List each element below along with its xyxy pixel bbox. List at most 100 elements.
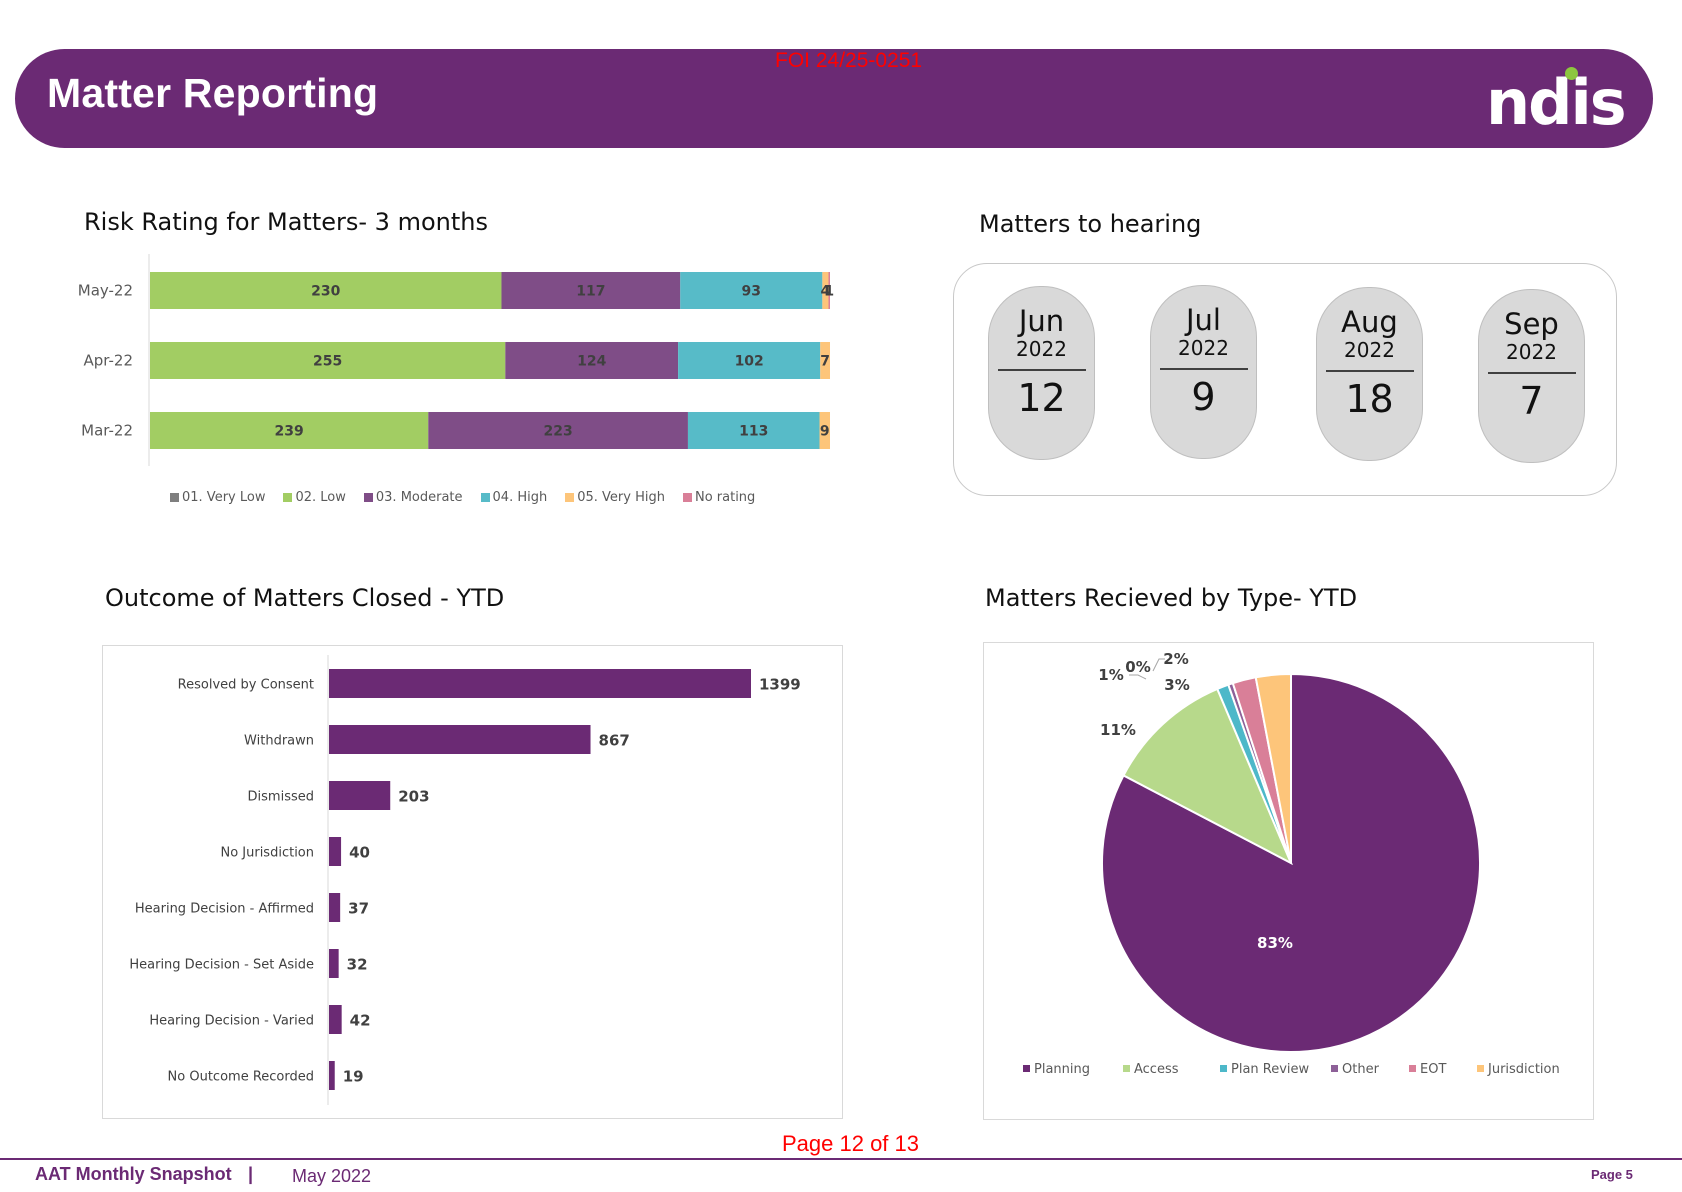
page-of-stamp: Page 12 of 13 bbox=[782, 1131, 920, 1156]
pie-legend-swatch-icon bbox=[1477, 1065, 1484, 1072]
hearing-title: Matters to hearing bbox=[979, 210, 1202, 238]
pie-value-label: 2% bbox=[1163, 650, 1188, 668]
outcome-bar bbox=[329, 1005, 342, 1034]
risk-legend-item: 01. Very Low bbox=[170, 490, 265, 505]
risk-segment-value: 124 bbox=[577, 354, 606, 370]
header-banner bbox=[15, 49, 1653, 148]
pie-legend-label: Access bbox=[1134, 1062, 1179, 1077]
pie-value-label: 83% bbox=[1257, 934, 1293, 952]
legend-swatch-icon bbox=[363, 493, 373, 502]
risk-chart-title: Risk Rating for Matters- 3 months bbox=[84, 208, 488, 236]
outcome-value-label: 867 bbox=[599, 732, 630, 750]
pie-leader-line bbox=[1152, 658, 1165, 672]
outcome-category-label: No Outcome Recorded bbox=[168, 1070, 314, 1085]
risk-legend-item: 03. Moderate bbox=[363, 490, 463, 505]
outcome-bar-chart: Resolved by Consent 1399 Withdrawn 867 Dismi… bbox=[129, 655, 801, 1105]
outcome-value-label: 1399 bbox=[759, 676, 801, 694]
risk-segment-value: 223 bbox=[543, 424, 572, 440]
risk-category-label: May-22 bbox=[78, 282, 133, 300]
pie-value-label: 0% bbox=[1125, 658, 1150, 676]
hearing-year: 2022 bbox=[1344, 338, 1395, 362]
risk-bar-segment bbox=[150, 412, 429, 449]
legend-swatch-icon bbox=[565, 493, 575, 502]
foi-stamp: FOI 24/25-0251 bbox=[775, 49, 923, 72]
risk-bar-segment bbox=[150, 272, 502, 309]
hearing-year: 2022 bbox=[1506, 340, 1557, 364]
risk-category-label: Mar-22 bbox=[81, 422, 133, 440]
outcome-value-label: 32 bbox=[347, 956, 368, 974]
risk-legend-item: No rating bbox=[682, 490, 756, 505]
hearing-pill-jul: Jul 2022 9 bbox=[1150, 285, 1257, 459]
outcome-category-label: Dismissed bbox=[248, 790, 314, 805]
pie-legend-label: Jurisdiction bbox=[1487, 1062, 1560, 1077]
pie-legend-swatch-icon bbox=[1409, 1065, 1416, 1072]
outcome-category-label: Hearing Decision - Varied bbox=[149, 1014, 314, 1029]
divider bbox=[1159, 368, 1248, 370]
pie-legend-label: EOT bbox=[1420, 1062, 1446, 1077]
risk-bar-segment bbox=[819, 412, 830, 449]
risk-category-label: Apr-22 bbox=[84, 352, 134, 370]
outcome-bar bbox=[329, 1061, 335, 1090]
risk-segment-value: 230 bbox=[311, 284, 340, 300]
pie-legend-swatch-icon bbox=[1331, 1065, 1338, 1072]
risk-segment-value: 102 bbox=[735, 354, 764, 370]
risk-bar-segment bbox=[820, 342, 830, 379]
risk-bar-segment bbox=[501, 272, 681, 309]
pie-value-label: 3% bbox=[1164, 676, 1189, 694]
pie-slice-access bbox=[1122, 687, 1294, 866]
risk-bar-segment bbox=[150, 342, 506, 379]
outcome-value-label: 37 bbox=[348, 900, 369, 918]
hearing-count: 7 bbox=[1519, 379, 1544, 423]
outcome-category-label: Withdrawn bbox=[244, 734, 314, 749]
risk-stacked-bar-chart: May-22 230 117 93 41 Apr-22 255 124 102 7 Mar-22 23… bbox=[78, 254, 834, 466]
pie-value-label: 11% bbox=[1100, 721, 1136, 739]
outcome-category-label: Hearing Decision - Set Aside bbox=[129, 958, 314, 973]
outcome-category-label: No Jurisdiction bbox=[220, 846, 314, 861]
risk-segment-value: 255 bbox=[313, 354, 342, 370]
legend-label: No rating bbox=[694, 490, 756, 505]
hearing-month: Aug bbox=[1341, 305, 1398, 339]
outcome-bar bbox=[329, 781, 391, 810]
footer-report-name: AAT Monthly Snapshot bbox=[35, 1164, 232, 1184]
pie-value-label: 1% bbox=[1098, 666, 1123, 684]
divider bbox=[997, 369, 1086, 371]
risk-segment-value: 93 bbox=[742, 284, 761, 300]
outcome-bar bbox=[329, 669, 751, 698]
legend-swatch-icon bbox=[480, 493, 490, 502]
pie-legend-swatch-icon bbox=[1220, 1065, 1227, 1072]
pie-legend-swatch-icon bbox=[1023, 1065, 1030, 1072]
risk-segment-value: 7 bbox=[820, 354, 830, 370]
legend-label: 05. Very High bbox=[577, 490, 665, 505]
risk-segment-value: 1 bbox=[824, 284, 834, 300]
matters-type-pie-chart: 83% 11% 1% 0% 2% 3% Planning Access Plan Review O… bbox=[1023, 650, 1560, 1077]
risk-segment-value: 9 bbox=[820, 424, 830, 440]
outcome-chart-frame bbox=[102, 645, 843, 1119]
hearing-count: 18 bbox=[1345, 377, 1394, 421]
outcome-bar bbox=[329, 837, 342, 866]
pie-legend-label: Plan Review bbox=[1231, 1062, 1310, 1077]
outcome-value-label: 40 bbox=[349, 844, 370, 862]
outcome-category-label: Resolved by Consent bbox=[178, 678, 314, 693]
risk-legend-item: 04. High bbox=[480, 490, 547, 505]
page-title: Matter Reporting bbox=[47, 70, 379, 116]
pie-legend-label: Other bbox=[1342, 1062, 1380, 1077]
outcome-bar bbox=[329, 725, 591, 754]
risk-bar-segment bbox=[828, 272, 830, 309]
hearing-month: Sep bbox=[1504, 307, 1559, 341]
pie-slice-jurisdiction bbox=[1254, 672, 1292, 864]
footer-separator: | bbox=[248, 1164, 254, 1184]
legend-label: 03. Moderate bbox=[375, 490, 463, 505]
divider bbox=[1325, 370, 1414, 372]
risk-segment-value: 117 bbox=[576, 284, 605, 300]
footer-page-number: Page 5 bbox=[1591, 1167, 1633, 1182]
footer-period: May 2022 bbox=[292, 1166, 372, 1186]
risk-bar-segment bbox=[428, 412, 688, 449]
legend-swatch-icon bbox=[682, 493, 692, 502]
hearing-pill-sep: Sep 2022 7 bbox=[1478, 289, 1585, 463]
hearing-month: Jul bbox=[1186, 303, 1221, 337]
hearing-pill-aug: Aug 2022 18 bbox=[1316, 287, 1423, 461]
hearing-month: Jun bbox=[1018, 304, 1065, 338]
legend-label: 02. Low bbox=[295, 490, 346, 505]
risk-segment-value: 239 bbox=[275, 424, 304, 440]
ndis-logo: ndis bbox=[1486, 66, 1627, 139]
